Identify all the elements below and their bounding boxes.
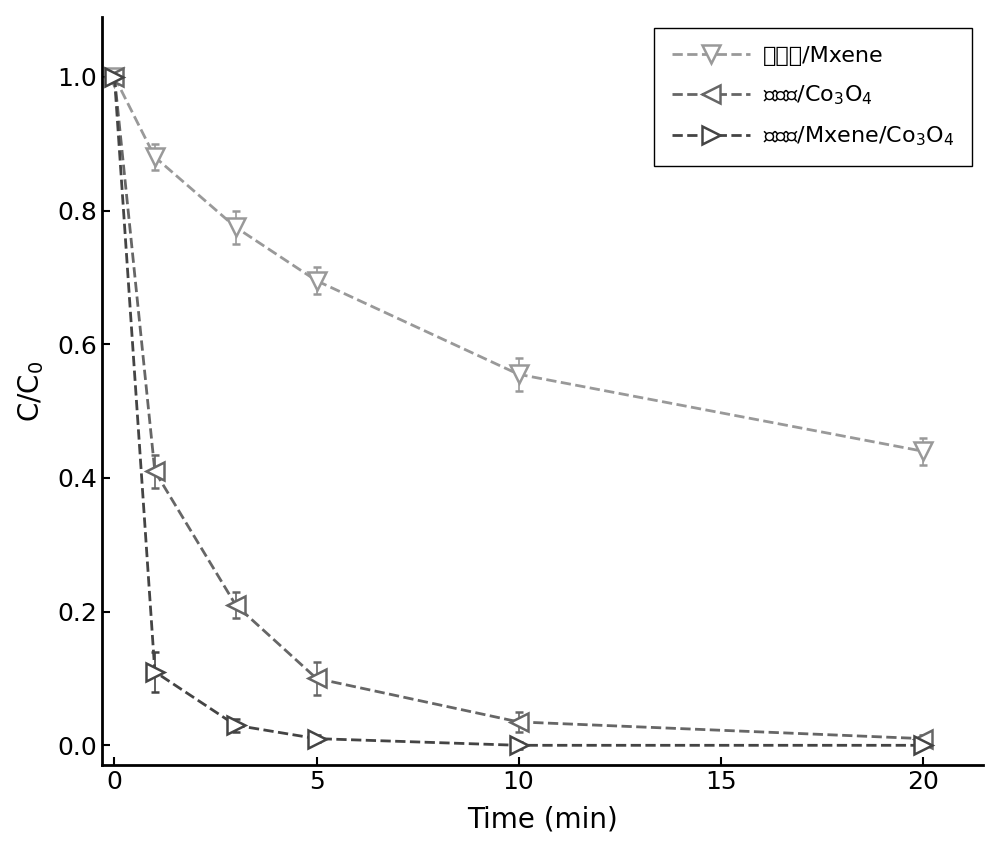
Y-axis label: C/C$_0$: C/C$_0$ bbox=[17, 360, 46, 422]
Legend: 泡沫镖/Mxene, 泡沫镖/Co$_3$O$_4$, 泡沫镖/Mxene/Co$_3$O$_4$: 泡沫镖/Mxene, 泡沫镖/Co$_3$O$_4$, 泡沫镖/Mxene/Co… bbox=[654, 28, 972, 166]
X-axis label: Time (min): Time (min) bbox=[467, 805, 618, 833]
